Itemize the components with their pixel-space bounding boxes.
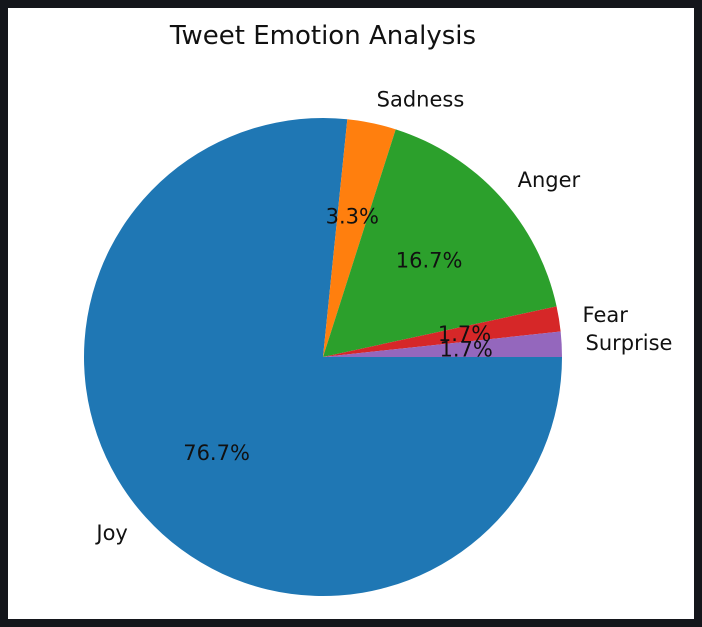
pie-slice-anger [323, 129, 557, 357]
pie-slice-labels: Joy Sadness Anger Fear Surprise [94, 88, 672, 546]
pie-percent-label-joy: 76.7% [183, 441, 250, 465]
pie-slice-label-fear: Fear [583, 303, 629, 327]
pie-slice-fear [323, 306, 561, 357]
pie-slice-label-sadness: Sadness [377, 88, 465, 112]
pie-percent-label-sadness: 3.3% [326, 205, 379, 229]
pie-slice-surprise [323, 331, 562, 357]
pie-slice-label-surprise: Surprise [586, 331, 673, 355]
pie-percent-labels: 76.7% 3.3% 16.7% 1.7%1.7% [183, 205, 493, 465]
pie-slice-label-anger: Anger [518, 168, 581, 192]
chart-title: Tweet Emotion Analysis [169, 21, 476, 51]
pie-slice-sadness [323, 119, 396, 358]
pie-slice-label-joy: Joy [94, 521, 127, 545]
pie-percent-label-fear: 1.7% [438, 322, 491, 346]
pie-percent-label-surprise: 1.7% [440, 337, 493, 361]
pie-slices [83, 117, 563, 596]
pie-percent-label-anger: 16.7% [396, 249, 463, 273]
